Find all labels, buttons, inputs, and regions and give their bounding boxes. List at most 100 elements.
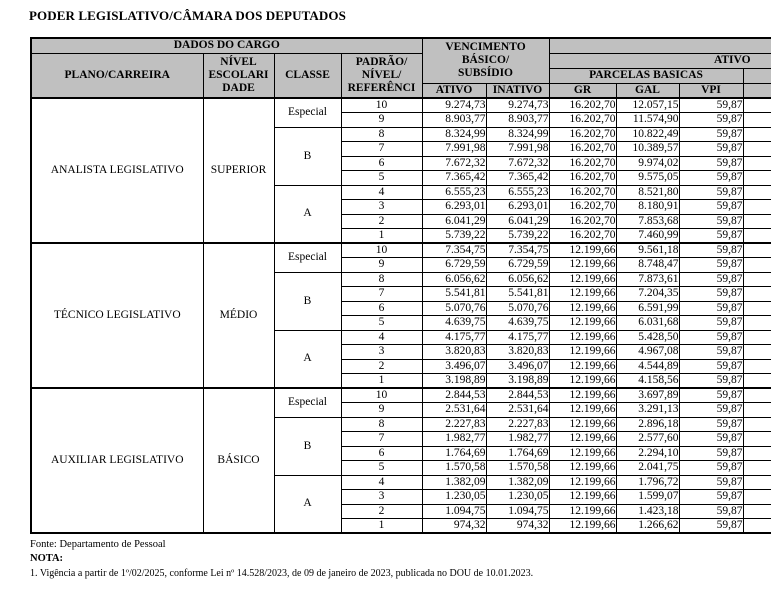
gr-cell: 12.199,66 bbox=[548, 373, 617, 389]
inativo-cell: 6.293,01 bbox=[485, 199, 550, 215]
gal-cell: 2.294,10 bbox=[615, 445, 680, 461]
nota-item-1: 1. Vigência a partir de 1º/02/2025, conf… bbox=[30, 568, 534, 579]
padrao-cell: 2 bbox=[340, 358, 423, 374]
classe-cell: B bbox=[273, 416, 342, 476]
salary-table-container: DADOS DO CARGO VENCIMENTO BÁSICO/ SUBSÍD… bbox=[30, 37, 771, 539]
table-row: AUXILIAR LEGISLATIVO BÁSICO Especial 10 2.84… bbox=[30, 387, 771, 534]
inativo-cell: 1.982,77 bbox=[485, 431, 550, 447]
filler-cell bbox=[742, 518, 771, 534]
classe-cell: A bbox=[273, 184, 342, 244]
vpi-cell: 59,87 bbox=[678, 112, 744, 128]
header-parcelas-spacer bbox=[742, 67, 771, 84]
vpi-cell: 59,87 bbox=[678, 474, 744, 490]
gal-cell: 6.591,99 bbox=[615, 300, 680, 316]
inativo-cell: 6.041,29 bbox=[485, 213, 550, 229]
career-cell: ANALISTA LEGISLATIVO bbox=[30, 97, 204, 244]
gr-cell: 16.202,70 bbox=[548, 228, 617, 244]
classe-cell: A bbox=[273, 329, 342, 389]
padrao-cell: 10 bbox=[340, 242, 423, 258]
vpi-cell: 59,87 bbox=[678, 460, 744, 476]
gr-cell: 12.199,66 bbox=[548, 300, 617, 316]
gal-cell: 4.967,08 bbox=[615, 344, 680, 360]
vpi-cell: 59,87 bbox=[678, 271, 744, 287]
header-col-gr: GR bbox=[548, 82, 617, 99]
vpi-cell: 59,87 bbox=[678, 184, 744, 200]
padrao-cell: 3 bbox=[340, 489, 423, 505]
header-right-spacer bbox=[548, 37, 771, 54]
filler-cell bbox=[742, 373, 771, 389]
gal-cell: 2.577,60 bbox=[615, 431, 680, 447]
gal-cell: 2.896,18 bbox=[615, 416, 680, 432]
padrao-cell: 5 bbox=[340, 460, 423, 476]
gr-cell: 12.199,66 bbox=[548, 242, 617, 258]
gr-cell: 12.199,66 bbox=[548, 431, 617, 447]
gr-cell: 12.199,66 bbox=[548, 358, 617, 374]
table-row: 2 1.094,75 1.094,75 12.199,66 1.423,18 59,87 bbox=[31, 503, 771, 519]
ativo-cell: 8.324,99 bbox=[421, 126, 487, 142]
inativo-cell: 3.198,89 bbox=[485, 373, 550, 389]
padrao-cell: 1 bbox=[340, 518, 423, 534]
ativo-cell: 5.739,22 bbox=[421, 228, 487, 244]
gal-cell: 9.575,05 bbox=[615, 170, 680, 186]
gal-cell: 7.204,35 bbox=[615, 286, 680, 302]
vpi-cell: 59,87 bbox=[678, 213, 744, 229]
vpi-cell: 59,87 bbox=[678, 242, 744, 258]
filler-cell bbox=[742, 300, 771, 316]
gr-cell: 16.202,70 bbox=[548, 184, 617, 200]
vpi-cell: 59,87 bbox=[678, 431, 744, 447]
table-row: 7 7.991,98 7.991,98 16.202,70 10.389,57 59,87 bbox=[31, 141, 771, 157]
padrao-cell: 5 bbox=[340, 170, 423, 186]
gr-cell: 12.199,66 bbox=[548, 286, 617, 302]
padrao-cell: 8 bbox=[340, 416, 423, 432]
filler-cell bbox=[742, 97, 771, 113]
inativo-cell: 1.570,58 bbox=[485, 460, 550, 476]
header-col-inativo: INATIVO bbox=[485, 82, 550, 99]
gr-cell: 16.202,70 bbox=[548, 141, 617, 157]
filler-cell bbox=[742, 474, 771, 490]
gal-cell: 12.057,15 bbox=[615, 97, 680, 113]
table-row: 5 7.365,42 7.365,42 16.202,70 9.575,05 59,87 bbox=[31, 170, 771, 186]
filler-cell bbox=[742, 315, 771, 331]
padrao-cell: 2 bbox=[340, 503, 423, 519]
padrao-cell: 7 bbox=[340, 431, 423, 447]
padrao-cell: 10 bbox=[340, 387, 423, 403]
padrao-cell: 1 bbox=[340, 228, 423, 244]
filler-cell bbox=[742, 460, 771, 476]
vpi-cell: 59,87 bbox=[678, 344, 744, 360]
inativo-cell: 1.094,75 bbox=[485, 503, 550, 519]
ativo-cell: 3.820,83 bbox=[421, 344, 487, 360]
table-row: 9 8.903,77 8.903,77 16.202,70 11.574,90 59,87 bbox=[31, 112, 771, 128]
filler-cell bbox=[742, 184, 771, 200]
ativo-cell: 9.274,73 bbox=[421, 97, 487, 113]
header-col-gal: GAL bbox=[615, 82, 680, 99]
gal-cell: 7.873,61 bbox=[615, 271, 680, 287]
classe-cell: A bbox=[273, 474, 342, 534]
vpi-cell: 59,87 bbox=[678, 445, 744, 461]
level-cell: MÉDIO bbox=[202, 242, 275, 389]
table-row: 6 7.672,32 7.672,32 16.202,70 9.974,02 59,87 bbox=[31, 155, 771, 171]
table-row: B 8 8.324,99 8.324,99 16.202,70 10.822,49 59,8… bbox=[31, 126, 771, 186]
vpi-cell: 59,87 bbox=[678, 503, 744, 519]
gr-cell: 16.202,70 bbox=[548, 112, 617, 128]
padrao-cell: 2 bbox=[340, 213, 423, 229]
filler-cell bbox=[742, 228, 771, 244]
ativo-cell: 7.365,42 bbox=[421, 170, 487, 186]
filler-cell bbox=[742, 402, 771, 418]
inativo-cell: 9.274,73 bbox=[485, 97, 550, 113]
filler-cell bbox=[742, 503, 771, 519]
padrao-cell: 7 bbox=[340, 141, 423, 157]
gal-cell: 3.291,13 bbox=[615, 402, 680, 418]
ativo-cell: 5.541,81 bbox=[421, 286, 487, 302]
gr-cell: 12.199,66 bbox=[548, 344, 617, 360]
table-row: 2 6.041,29 6.041,29 16.202,70 7.853,68 59,87 bbox=[31, 213, 771, 229]
header-plano-carreira: PLANO/CARREIRA bbox=[30, 52, 204, 99]
filler-cell bbox=[742, 126, 771, 142]
source-line: Fonte: Departamento de Pessoal bbox=[30, 539, 166, 550]
vpi-cell: 59,87 bbox=[678, 286, 744, 302]
gr-cell: 12.199,66 bbox=[548, 445, 617, 461]
gr-cell: 12.199,66 bbox=[548, 518, 617, 534]
table-row: A 4 1.382,09 1.382,09 12.199,66 1.796,72 59,87 bbox=[31, 474, 771, 534]
page-title: PODER LEGISLATIVO/CÂMARA DOS DEPUTADOS bbox=[29, 8, 346, 23]
ativo-cell: 7.672,32 bbox=[421, 155, 487, 171]
